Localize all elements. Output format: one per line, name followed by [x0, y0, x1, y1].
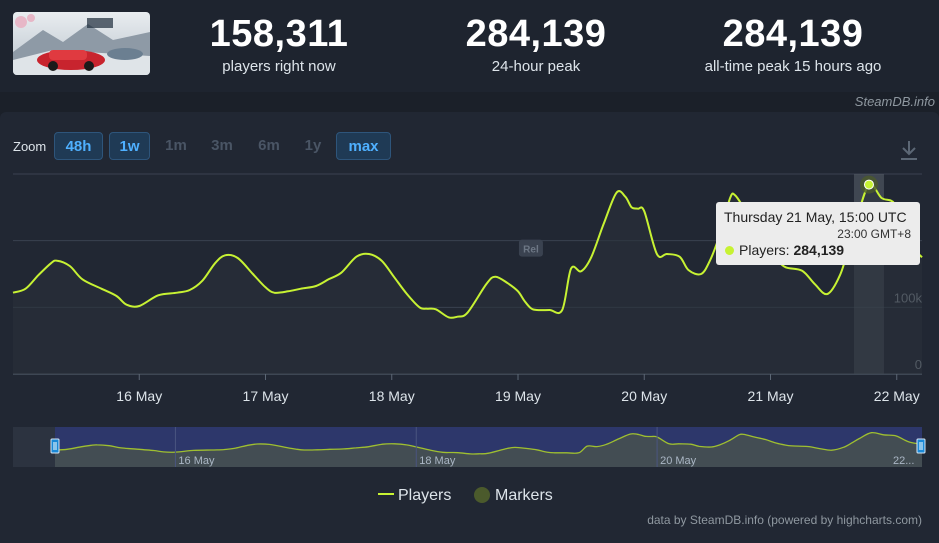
x-tick-label: 21 May: [748, 388, 794, 404]
stat-label: 24-hour peak: [491, 58, 581, 75]
legend-item-markers[interactable]: Markers: [474, 487, 553, 505]
legend-markers-label: Markers: [495, 487, 553, 504]
zoom-1y-button[interactable]: 1y: [304, 137, 322, 154]
series-dot-icon: [725, 246, 734, 255]
peak-point: [863, 179, 874, 190]
stat-current-players: 158,311 players right now: [179, 12, 379, 75]
zoom-1w-button[interactable]: 1w: [109, 132, 150, 160]
navigator-chart[interactable]: 16 May 18 May 20 May 22...: [0, 424, 939, 472]
stat-value: 284,139: [722, 13, 864, 55]
zoom-6m-button[interactable]: 6m: [258, 137, 280, 154]
game-cover-image[interactable]: [13, 12, 150, 75]
navigator-date-label: 18 May: [419, 455, 456, 467]
navigator-handle-body: [916, 438, 926, 454]
legend-item-players[interactable]: Players: [378, 487, 451, 505]
navigator-date-label: 16 May: [178, 455, 215, 467]
tooltip-title: Thursday 21 May, 15:00 UTC: [724, 209, 907, 225]
series-area: [13, 183, 922, 374]
line-legend-icon: [378, 493, 394, 495]
navigator-date-label: 20 May: [660, 455, 697, 467]
tooltip-value-row: Players: 284,139: [725, 242, 844, 258]
steamdb-brand[interactable]: SteamDB.info: [854, 94, 935, 109]
download-icon[interactable]: [897, 138, 921, 162]
x-tick-label: 20 May: [621, 388, 667, 404]
stat-label: all-time peak 15 hours ago: [704, 58, 882, 75]
x-tick-label: 16 May: [116, 388, 162, 404]
zoom-1m-button[interactable]: 1m: [165, 137, 187, 154]
navigator-handle-body: [50, 438, 60, 454]
stat-value: 284,139: [465, 13, 607, 55]
tooltip-timezone: 23:00 GMT+8: [837, 227, 911, 241]
stat-24h-peak: 284,139 24-hour peak: [436, 12, 636, 75]
navigator-handle-icon[interactable]: [916, 438, 926, 454]
stat-label: players right now: [222, 58, 336, 75]
circle-legend-icon: [474, 487, 490, 503]
x-tick-label: 18 May: [369, 388, 415, 404]
legend-players-label: Players: [398, 487, 452, 504]
navigator-date-label: 22...: [893, 455, 914, 467]
stat-all-time-peak: 284,139 all-time peak 15 hours ago: [673, 12, 913, 75]
zoom-max-button[interactable]: max: [336, 132, 391, 160]
chart-tooltip: Thursday 21 May, 15:00 UTC 23:00 GMT+8 P…: [716, 202, 920, 265]
stat-value: 158,311: [209, 13, 349, 55]
stats-header: 158,311 players right now 284,139 24-hou…: [0, 0, 939, 92]
tooltip-value: 284,139: [793, 242, 845, 258]
marker-flag: [518, 239, 543, 257]
x-tick-label: 19 May: [495, 388, 541, 404]
navigator-handle-icon[interactable]: [50, 438, 60, 454]
zoom-label: Zoom: [13, 139, 47, 154]
navigator-line: [54, 431, 923, 455]
credit-text[interactable]: data by SteamDB.info (powered by highcha…: [647, 513, 922, 527]
x-tick-label: 22 May: [874, 388, 920, 404]
navigator-area: [55, 432, 922, 467]
zoom-3m-button[interactable]: 3m: [211, 137, 233, 154]
tooltip-series-label: Players:: [739, 242, 790, 258]
zoom-48h-button[interactable]: 48h: [54, 132, 103, 160]
marker-label: Rel: [523, 245, 539, 256]
x-tick-label: 17 May: [243, 388, 289, 404]
